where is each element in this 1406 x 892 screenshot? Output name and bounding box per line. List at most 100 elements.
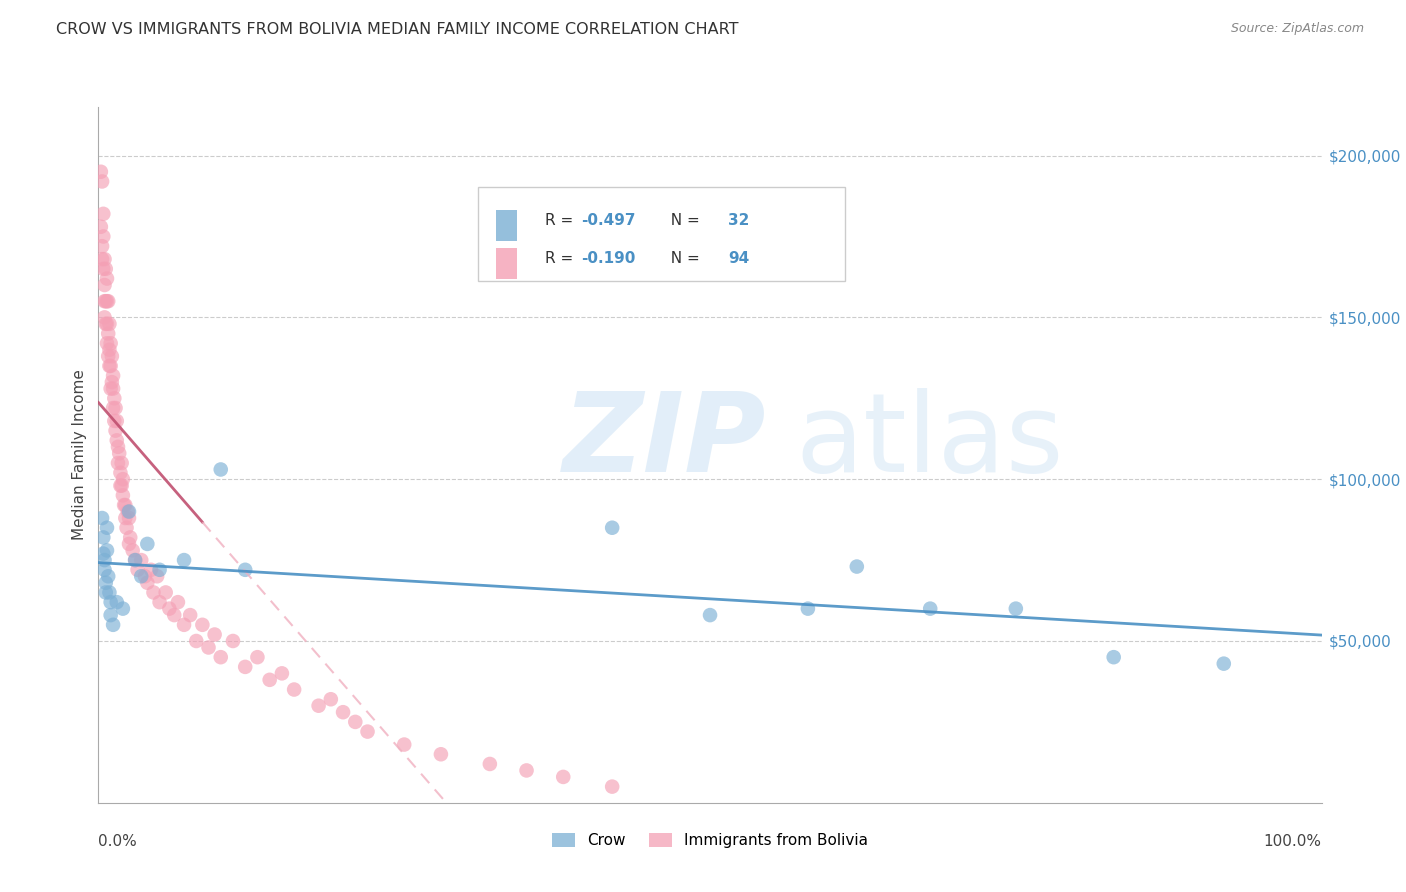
Text: Source: ZipAtlas.com: Source: ZipAtlas.com (1230, 22, 1364, 36)
Point (120, 531, 142, 545)
Text: 100.0%: 100.0% (1264, 834, 1322, 849)
Point (100, 382, 122, 396)
Point (149, 563, 172, 577)
Y-axis label: Median Family Income: Median Family Income (72, 369, 87, 541)
Point (110, 466, 132, 480)
Point (111, 601, 134, 615)
Point (103, 392, 125, 406)
Point (118, 537, 141, 551)
Point (699, 608, 721, 623)
Point (155, 585, 177, 599)
Point (515, 764, 537, 778)
Point (111, 478, 134, 492)
Point (91, 207, 114, 221)
Point (103, 414, 125, 428)
Point (101, 382, 124, 396)
Point (121, 543, 143, 558)
Point (101, 617, 124, 632)
Point (93, 252, 115, 267)
Point (478, 756, 501, 771)
Text: R =: R = (546, 213, 578, 228)
Point (94, 261, 117, 276)
Point (134, 569, 156, 583)
Point (94, 317, 117, 331)
Point (430, 747, 453, 762)
FancyBboxPatch shape (496, 210, 517, 241)
Point (91, 547, 114, 561)
Text: ZIP: ZIP (564, 387, 766, 494)
FancyBboxPatch shape (478, 187, 845, 281)
Point (186, 634, 208, 648)
Point (136, 575, 159, 590)
Point (797, 601, 820, 615)
Point (91, 239, 114, 253)
Text: R =: R = (546, 252, 578, 266)
Point (173, 617, 195, 632)
Text: 0.0%: 0.0% (98, 834, 138, 849)
Point (101, 375, 124, 389)
Point (107, 440, 129, 454)
Point (90, 219, 112, 234)
Text: -0.190: -0.190 (582, 252, 636, 266)
Point (259, 673, 281, 687)
Point (93, 310, 115, 325)
Point (96, 271, 118, 285)
Point (93, 278, 115, 293)
Point (100, 359, 122, 373)
Point (124, 553, 146, 567)
Point (124, 553, 146, 567)
Point (845, 559, 868, 574)
Text: N =: N = (661, 213, 704, 228)
Point (173, 553, 195, 567)
Point (91, 229, 114, 244)
Point (96, 521, 118, 535)
Point (344, 714, 367, 729)
Point (101, 368, 124, 383)
Text: 32: 32 (728, 213, 749, 228)
Point (111, 472, 134, 486)
Point (179, 608, 201, 623)
Point (157, 601, 180, 615)
Point (104, 401, 127, 415)
Point (149, 595, 172, 609)
Point (93, 553, 115, 567)
Point (118, 504, 141, 518)
Point (100, 595, 122, 609)
Point (111, 488, 134, 502)
Point (117, 504, 139, 518)
Point (283, 682, 305, 697)
Legend: Crow, Immigrants from Bolivia: Crow, Immigrants from Bolivia (546, 827, 875, 855)
Point (197, 640, 219, 655)
Point (209, 650, 232, 665)
Point (139, 563, 162, 577)
Point (222, 634, 245, 648)
Point (108, 446, 131, 460)
Point (129, 553, 152, 567)
Point (97, 349, 120, 363)
Point (332, 705, 354, 719)
Point (101, 349, 124, 363)
Point (1004, 601, 1026, 615)
Point (91, 174, 114, 188)
Point (101, 401, 124, 415)
Point (94, 294, 117, 309)
FancyBboxPatch shape (496, 248, 517, 279)
Point (118, 511, 141, 525)
Point (93, 294, 115, 309)
Text: N =: N = (661, 252, 704, 266)
Point (98, 317, 121, 331)
Point (356, 724, 378, 739)
Point (97, 326, 120, 341)
Text: atlas: atlas (796, 387, 1064, 494)
Point (98, 359, 121, 373)
Point (111, 456, 134, 470)
Point (233, 660, 256, 674)
Point (553, 770, 575, 784)
Point (90, 165, 112, 179)
Point (1102, 650, 1125, 665)
Point (319, 692, 342, 706)
Point (114, 498, 136, 512)
Point (105, 595, 128, 609)
Point (308, 698, 330, 713)
Point (115, 521, 138, 535)
